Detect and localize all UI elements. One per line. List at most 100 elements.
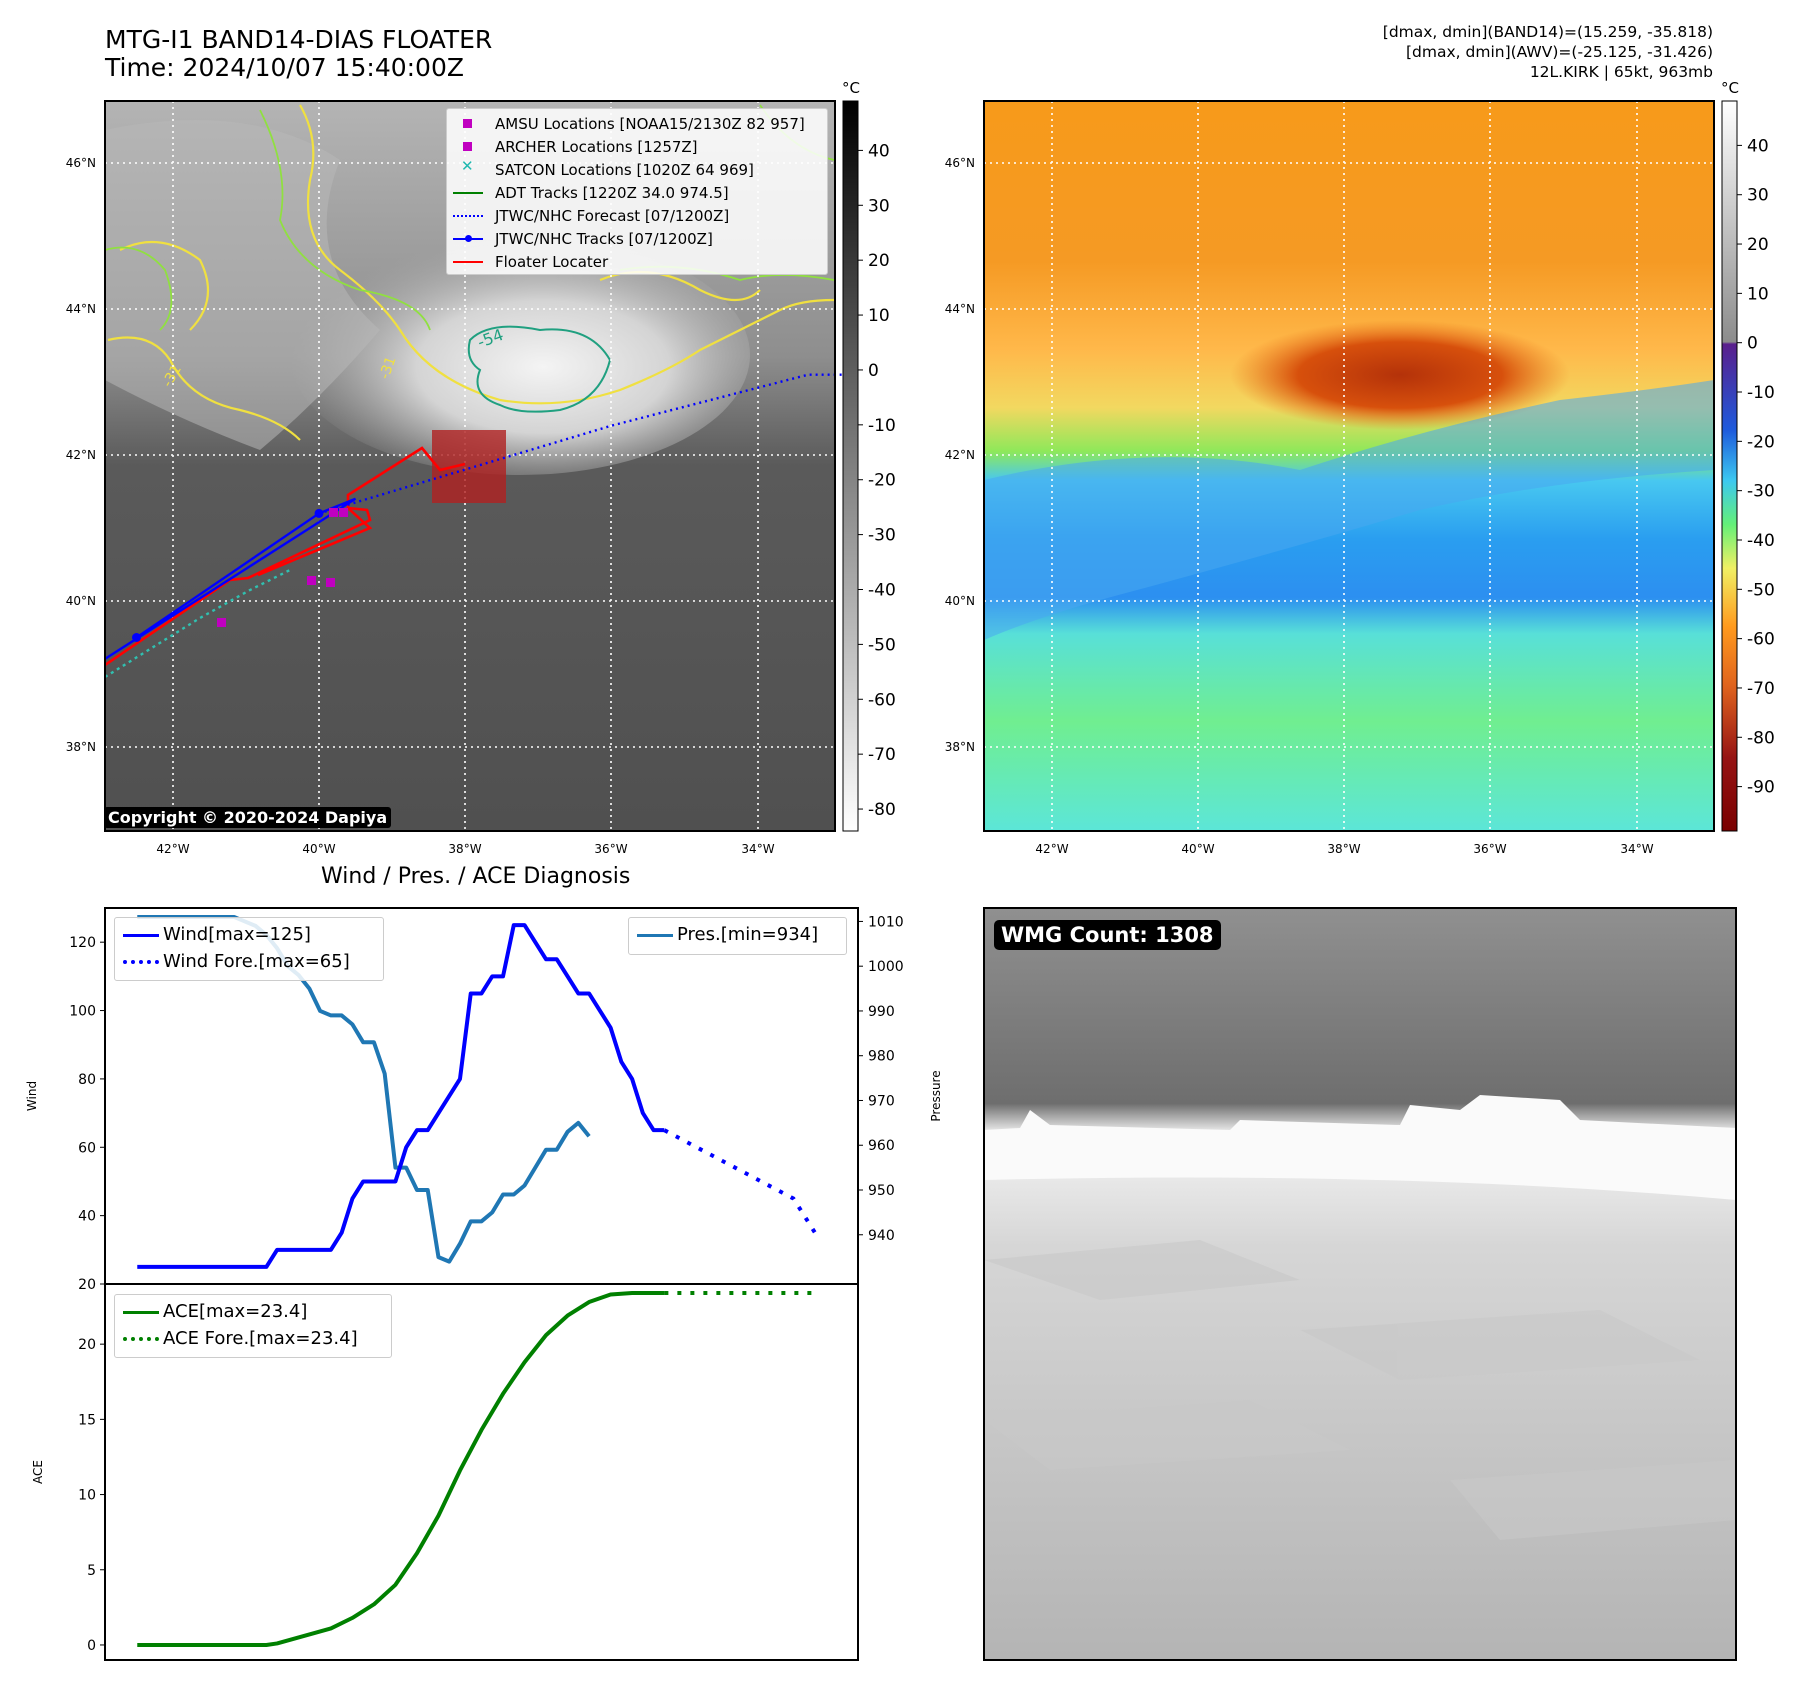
time-label: Time: 2024/10/07 15:40:00Z xyxy=(105,53,464,82)
contour-label-31b: -31 xyxy=(377,354,400,381)
wind-tick-label: 120 xyxy=(69,935,96,951)
colorbar-tick-label: -40 xyxy=(1747,531,1775,551)
lon-label: 36°W xyxy=(594,842,627,856)
pressure-tick-label: 1000 xyxy=(868,959,904,975)
ir-colorbar-ticks: 40 30 20 10 0 -10 -20 -30 -40 -50 -60 -70 -80 xyxy=(858,141,896,820)
ace-tick-label: 15 xyxy=(78,1412,96,1428)
awv-map-panel xyxy=(983,100,1715,832)
colorbar-tick-label: -20 xyxy=(868,471,896,491)
floater-locater-line xyxy=(104,446,466,667)
wind-tick-label: 60 xyxy=(78,1140,96,1156)
amsu-archer-markers xyxy=(217,508,348,627)
colorbar-tick-label: -60 xyxy=(868,690,896,710)
ir-map-legend: AMSU Locations [NOAA15/2130Z 82 957] ARC… xyxy=(446,108,828,275)
colorbar-tick-label: -10 xyxy=(1747,383,1775,403)
amsu-marker xyxy=(217,618,226,627)
wind-forecast-line xyxy=(663,1128,817,1234)
storm-info: [dmax, dmin](BAND14)=(15.259, -35.818) [… xyxy=(1383,22,1713,82)
colorbar-tick-label: -30 xyxy=(868,526,896,546)
wind-tick-label: 100 xyxy=(69,1004,96,1020)
square-marker-icon xyxy=(463,119,472,128)
pressure-tick-label: 1010 xyxy=(868,914,904,930)
wind-legend: Wind[max=125] Wind Fore.[max=65] xyxy=(114,917,384,981)
jtwc-track-line xyxy=(104,497,357,660)
pressure-tick-label: 950 xyxy=(868,1183,895,1199)
dotted-line-icon xyxy=(123,960,159,964)
lon-label: 42°W xyxy=(1035,842,1068,856)
pressure-axis-label: Pressure xyxy=(929,1070,943,1121)
map-axis-labels: 46°N 44°N 42°N 40°N 38°N 46°N 44°N 42°N … xyxy=(66,156,1654,856)
colorbar-tick-label: -80 xyxy=(868,800,896,820)
awv-storm-core xyxy=(1230,320,1570,430)
awv-colorbar-unit: °C xyxy=(1721,79,1739,97)
lon-label: 40°W xyxy=(302,842,335,856)
wind-tick-label: 20 xyxy=(78,1277,96,1293)
pressure-tick-label: 940 xyxy=(868,1228,895,1244)
ir-map-frame xyxy=(104,100,836,832)
colorbar-tick-label: -10 xyxy=(868,416,896,436)
ace-line xyxy=(137,1291,665,1647)
solid-line-icon xyxy=(123,1311,159,1314)
awv-colorbar: °C 40 30 20 10 0 -10 -20 -30 -40 -50 -60 -70 -80 -90 xyxy=(1721,79,1775,832)
colorbar-tick-label: -90 xyxy=(1747,778,1775,798)
amsu-marker xyxy=(307,576,316,585)
colorbar-tick-label: 40 xyxy=(1747,136,1769,156)
lat-label: 40°N xyxy=(945,594,975,608)
lat-label: 42°N xyxy=(66,448,96,462)
lon-label: 38°W xyxy=(448,842,481,856)
awv-map-frame xyxy=(983,100,1715,832)
wmg-frame xyxy=(983,907,1737,1661)
satellite-title: MTG-I1 BAND14-DIAS FLOATER xyxy=(105,25,493,54)
satcon-track xyxy=(104,568,291,679)
wmg-bright-band xyxy=(984,1095,1736,1200)
dotted-line-icon xyxy=(453,215,483,217)
lon-label: 34°W xyxy=(1620,842,1653,856)
ir-colorbar-unit: °C xyxy=(842,79,860,97)
ace-tick-label: 0 xyxy=(87,1638,96,1654)
pressure-y-ticks: 1010 1000 990 980 970 960 950 940 xyxy=(858,914,904,1244)
figure-title: MTG-I1 BAND14-DIAS FLOATER Time: 2024/10… xyxy=(105,26,492,82)
archer-marker xyxy=(329,508,338,517)
colorbar-tick-label: -70 xyxy=(1747,679,1775,699)
jtwc-track-layer xyxy=(104,373,845,660)
lon-label: 38°W xyxy=(1327,842,1360,856)
lat-label: 42°N xyxy=(945,448,975,462)
wmg-texture xyxy=(984,1240,1736,1540)
ir-colorbar-gradient xyxy=(842,100,859,832)
ace-series-layer xyxy=(137,1291,815,1647)
floater-box xyxy=(432,430,506,503)
awv-colorbar-ticks: 40 30 20 10 0 -10 -20 -30 -40 -50 -60 -70 -80 -90 xyxy=(1737,136,1775,798)
amsu-marker xyxy=(326,578,335,587)
lon-label: 40°W xyxy=(1181,842,1214,856)
copyright-label: Copyright © 2020-2024 Dapiya xyxy=(104,807,392,828)
square-marker-icon xyxy=(463,142,472,151)
lon-label: 36°W xyxy=(1473,842,1506,856)
colorbar-tick-label: -20 xyxy=(1747,432,1775,452)
archer-marker xyxy=(339,508,348,517)
colorbar-tick-label: 10 xyxy=(868,306,890,326)
wind-y-ticks: 120 100 80 60 40 20 xyxy=(69,935,105,1293)
pressure-tick-label: 980 xyxy=(868,1049,895,1065)
lat-label: 38°N xyxy=(945,740,975,754)
yellow-contour xyxy=(107,104,835,441)
ir-colorbar: °C 40 30 20 10 0 -10 -20 -30 -40 -50 -60 -70 -80 xyxy=(842,79,896,832)
colorbar-tick-label: -60 xyxy=(1747,630,1775,650)
storm-cloud xyxy=(290,235,750,475)
ace-tick-label: 5 xyxy=(87,1563,96,1579)
x-marker-icon: ✕ xyxy=(461,157,474,175)
lat-label: 46°N xyxy=(945,156,975,170)
lat-label: 38°N xyxy=(66,740,96,754)
awv-gridlines xyxy=(984,101,1714,831)
ace-y-ticks: 20 15 10 5 0 xyxy=(78,1337,105,1654)
wind-tick-label: 80 xyxy=(78,1072,96,1088)
pressure-tick-label: 970 xyxy=(868,1093,895,1109)
lat-label: 46°N xyxy=(66,156,96,170)
awv-range: [dmax, dmin](AWV)=(-25.125, -31.426) xyxy=(1406,43,1713,61)
band14-range: [dmax, dmin](BAND14)=(15.259, -35.818) xyxy=(1382,23,1713,41)
ace-tick-label: 20 xyxy=(78,1337,96,1353)
colorbar-tick-label: -50 xyxy=(1747,580,1775,600)
colorbar-tick-label: -30 xyxy=(1747,482,1775,502)
solid-line-icon xyxy=(123,934,159,937)
pressure-legend: Pres.[min=934] xyxy=(628,917,847,955)
